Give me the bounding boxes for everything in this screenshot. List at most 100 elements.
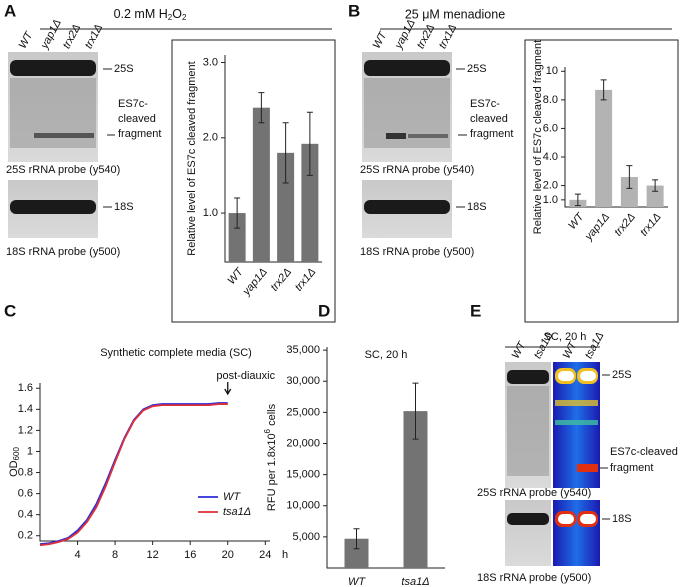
- y-axis-label-text: OD: [8, 460, 20, 477]
- y-tick-label: 35,000: [286, 344, 320, 356]
- x-tick-label: WT: [348, 576, 366, 587]
- y-axis-label-text: cells: [266, 403, 278, 429]
- panel-header: SC, 20 h: [544, 331, 587, 343]
- x-tick-label: trx1Δ: [293, 266, 319, 293]
- y-axis-label-text: Relative level of ES7c cleaved fragment: [186, 61, 198, 255]
- x-unit: h: [282, 549, 288, 561]
- y-axis-label-sub: 600: [12, 447, 21, 461]
- band-label: 18S: [612, 513, 632, 525]
- panel-header: 25 μM menadione: [405, 7, 505, 21]
- bar: [646, 185, 664, 207]
- error-bar: [574, 193, 581, 207]
- error-bar: [258, 92, 265, 124]
- chart-title: SC, 20 h: [365, 349, 408, 361]
- y-tick-label: 2.0: [203, 132, 218, 144]
- annotation-arrow: [224, 382, 232, 396]
- axis: [39, 383, 270, 542]
- x-tick-label: trx2Δ: [268, 266, 294, 293]
- lane-label: yap1Δ: [38, 18, 64, 52]
- band-label: 25S: [467, 63, 487, 75]
- bar: [620, 177, 638, 207]
- x-tick-label: 12: [147, 549, 159, 561]
- fragment-label: ES7c-: [118, 98, 148, 110]
- y-tick-label: 1.0: [203, 207, 218, 219]
- band-label: 25S: [114, 63, 134, 75]
- y-tick-label: 10: [546, 65, 558, 77]
- y-tick-label: 5,000: [292, 531, 320, 543]
- error-bar: [306, 111, 313, 176]
- chart-frame: [524, 39, 679, 323]
- legend-label: WT: [223, 491, 241, 503]
- y-tick-label: 0.4: [18, 509, 33, 521]
- error-bar: [353, 528, 360, 550]
- y-tick-label: 1.6: [18, 382, 33, 394]
- x-tick-label: WT: [225, 265, 246, 287]
- band-label: 25S: [612, 369, 632, 381]
- x-tick-label: WT: [566, 210, 587, 232]
- band-label: 18S: [114, 201, 134, 213]
- panel-letter: A: [4, 1, 16, 20]
- y-tick-label: 0.6: [18, 488, 33, 500]
- lane-label: yap1Δ: [392, 18, 418, 52]
- bar: [228, 213, 246, 262]
- lane-label: trx1Δ: [437, 22, 460, 50]
- y-tick-label: 30,000: [286, 375, 320, 387]
- y-tick-label: 6.0: [543, 122, 558, 134]
- y-axis-label: RFU per 1.8x106 cells: [263, 403, 278, 511]
- y-tick-label: 1.4: [18, 403, 33, 415]
- fragment-label: cleaved: [470, 113, 508, 125]
- lane-label: trx2Δ: [61, 22, 84, 50]
- probe-label: 18S rRNA probe (y500): [6, 246, 120, 258]
- lane-label: trx2Δ: [415, 22, 438, 50]
- y-tick-label: 25,000: [286, 406, 320, 418]
- gel-b: [362, 52, 452, 238]
- probe-label: 18S rRNA probe (y500): [477, 572, 591, 584]
- panel-letter: D: [318, 301, 330, 320]
- fragment-label: ES7c-: [470, 98, 500, 110]
- probe-label: 25S rRNA probe (y540): [477, 487, 591, 499]
- y-tick-label: 10,000: [286, 500, 320, 512]
- y-tick-label: 1.0: [543, 194, 558, 206]
- y-axis-label-sup: 6: [263, 428, 272, 433]
- bar: [277, 152, 295, 262]
- chart-title: Synthetic complete media (SC): [100, 347, 252, 359]
- lane-label: WT: [371, 29, 390, 51]
- panel-letter: C: [4, 301, 16, 320]
- fragment-label: fragment: [610, 462, 653, 474]
- y-tick-label: 3.0: [203, 56, 218, 68]
- x-tick-label: 4: [74, 549, 80, 561]
- probe-label: 25S rRNA probe (y540): [360, 164, 474, 176]
- y-axis-label: Relative level of ES7c cleaved fragment: [532, 40, 544, 234]
- gel-a: [8, 52, 98, 238]
- y-tick-label: 20,000: [286, 437, 320, 449]
- x-tick-label: 8: [112, 549, 118, 561]
- lane-label: tsa1Δ: [532, 330, 556, 361]
- x-tick-label: yap1Δ: [582, 211, 612, 243]
- lane-label: WT: [17, 29, 36, 51]
- chart-frame: [171, 39, 336, 323]
- y-tick-label: 15,000: [286, 469, 320, 481]
- fragment-label: fragment: [470, 128, 513, 140]
- bar: [595, 89, 613, 207]
- error-bar: [234, 197, 241, 229]
- x-tick-label: yap1Δ: [240, 266, 270, 298]
- lane-label: WT: [510, 339, 529, 361]
- line-series: [39, 402, 228, 546]
- panel-letter: B: [348, 1, 360, 20]
- band-label: 18S: [467, 201, 487, 213]
- y-tick-label: 0.2: [18, 530, 33, 542]
- fragment-label: fragment: [118, 128, 161, 140]
- y-tick-label: 1.2: [18, 424, 33, 436]
- fragment-label: ES7c-cleaved: [610, 446, 678, 458]
- error-bar: [626, 165, 633, 189]
- legend-label: tsa1Δ: [223, 506, 251, 518]
- y-tick-label: 4.0: [543, 151, 558, 163]
- x-tick-label: 16: [184, 549, 196, 561]
- x-tick-label: trx1Δ: [638, 211, 664, 238]
- error-bar: [412, 382, 419, 440]
- probe-label: 18S rRNA probe (y500): [360, 246, 474, 258]
- fragment-label: cleaved: [118, 113, 156, 125]
- x-tick-label: 24: [259, 549, 271, 561]
- y-tick-label: 2.0: [543, 179, 558, 191]
- panel-letter: E: [470, 301, 481, 320]
